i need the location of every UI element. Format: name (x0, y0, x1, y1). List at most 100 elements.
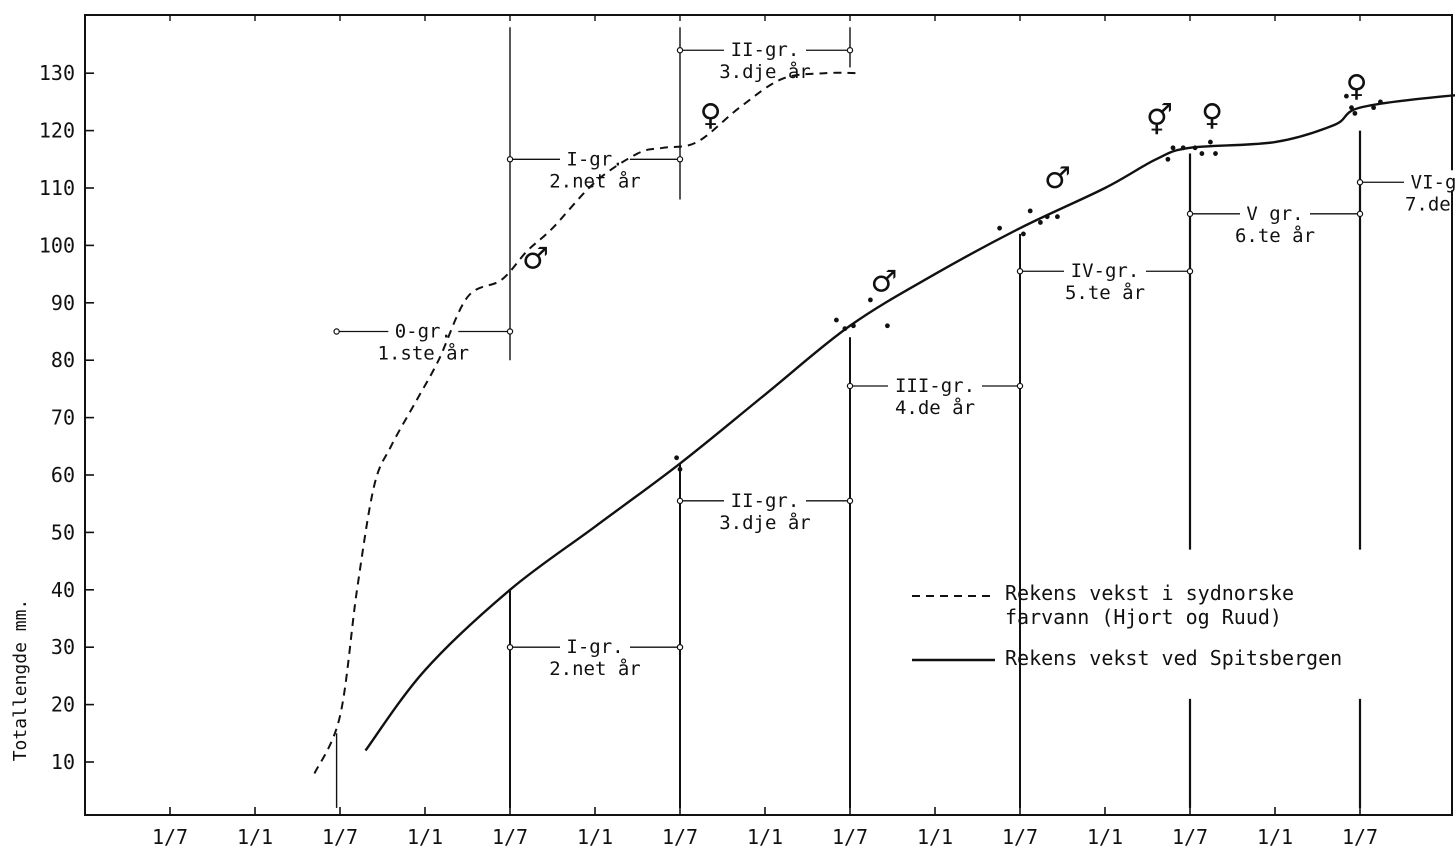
data-point (677, 466, 683, 472)
data-point (1352, 110, 1358, 116)
group-interval-end (1186, 210, 1194, 218)
data-point (1208, 139, 1213, 145)
sex-symbol: ♀ (700, 98, 722, 133)
data-point (1344, 93, 1349, 99)
sex-symbol: ♂ (871, 264, 898, 299)
y-tick-label: 30 (51, 635, 75, 659)
y-axis-label: Totallengde mm. (10, 599, 31, 762)
y-tick-label: 90 (51, 291, 75, 315)
group-age-label: 3.dje år (719, 60, 811, 83)
data-point (885, 323, 890, 329)
data-point (1165, 156, 1171, 162)
y-tick-label: 70 (51, 406, 75, 430)
data-point (1180, 145, 1186, 151)
x-tick-label: 1/1 (917, 825, 953, 849)
data-point (1055, 214, 1060, 220)
y-tick-label: 100 (39, 233, 75, 257)
south-norway-growth-line (313, 71, 859, 774)
spitsbergen-growth-line (364, 94, 1455, 752)
group-label-bg (1064, 259, 1146, 280)
sex-symbol: ♀ (1201, 98, 1223, 133)
group-interval-end (506, 328, 514, 335)
group-label: VI-gr. (1411, 171, 1455, 193)
x-tick-label: 1/1 (407, 825, 443, 849)
group-label: II-gr. (731, 490, 800, 512)
group-label: 0-gr. (395, 321, 452, 343)
group-interval-end (676, 156, 684, 163)
data-point (1027, 208, 1033, 214)
group-age-label: 6.te år (1235, 224, 1315, 247)
data-point (1199, 151, 1205, 156)
legend-label-south: farvann (Hjort og Ruud) (1005, 605, 1282, 629)
x-tick-label: 1/7 (152, 825, 188, 849)
sex-symbol: ♀ (1346, 69, 1368, 104)
group-interval-end (1016, 382, 1024, 390)
x-tick-label: 1/7 (662, 825, 698, 849)
group-age-label: 2.net år (549, 657, 641, 680)
data-point (997, 225, 1002, 231)
group-age-label: 5.te år (1065, 281, 1145, 304)
data-point (868, 297, 873, 303)
group-label-bg (560, 635, 630, 656)
group-label-bg (388, 319, 459, 340)
data-point (1378, 99, 1383, 105)
y-tick-label: 60 (51, 463, 75, 487)
legend-label-south: Rekens vekst i sydnorske (1005, 581, 1294, 605)
group-interval-end (1356, 210, 1364, 218)
data-point (1170, 145, 1176, 151)
data-point (1192, 145, 1198, 151)
group-label-bg (724, 38, 806, 59)
group-label-bg (1240, 201, 1310, 222)
group-interval-end (333, 328, 340, 335)
plot-frame (84, 14, 1453, 816)
group-age-label: 1.ste år (378, 342, 470, 365)
x-tick-label: 1/7 (1002, 825, 1038, 849)
group-interval-end (846, 382, 854, 390)
group-interval-end (846, 47, 854, 54)
x-tick-label: 1/1 (577, 825, 613, 849)
x-tick-label: 1/7 (322, 825, 358, 849)
data-point (1213, 151, 1218, 156)
group-interval-end (506, 156, 514, 163)
sex-symbol: ♂ (1044, 161, 1071, 196)
x-tick-label: 1/7 (492, 825, 528, 849)
group-label: III-gr. (895, 375, 975, 397)
group-label: I-gr. (566, 636, 623, 658)
group-interval-end (676, 644, 684, 651)
group-interval-end (1016, 268, 1024, 275)
group-interval-end (506, 644, 514, 651)
sex-symbol: ♂ (522, 241, 549, 276)
group-label: I-gr. (566, 148, 623, 170)
group-label-bg (888, 374, 982, 395)
x-tick-label: 1/1 (237, 825, 273, 849)
x-tick-label: 1/1 (1087, 825, 1123, 849)
data-point (1038, 220, 1043, 225)
group-age-label: 3.dje år (719, 511, 811, 534)
data-point (1044, 214, 1050, 220)
y-tick-label: 40 (51, 578, 75, 602)
group-label-bg (560, 147, 630, 168)
group-age-label: 2.net år (549, 169, 641, 192)
legend-label-spitsbergen: Rekens vekst ved Spitsbergen (1005, 646, 1342, 670)
y-tick-label: 120 (39, 119, 75, 143)
data-point (674, 455, 679, 461)
data-point (1371, 105, 1376, 111)
x-tick-label: 1/1 (747, 825, 783, 849)
group-label: II-gr. (731, 39, 800, 61)
group-interval-end (846, 497, 854, 505)
group-age-label: 4.de år (895, 396, 975, 419)
group-label-bg (1404, 170, 1455, 191)
group-label: V gr. (1246, 203, 1303, 225)
data-point (1349, 105, 1354, 111)
group-interval-end (676, 497, 684, 505)
y-tick-label: 50 (51, 520, 75, 544)
x-tick-label: 1/7 (1342, 825, 1378, 849)
x-tick-label: 1/7 (832, 825, 868, 849)
group-interval-end (1186, 268, 1194, 275)
x-tick-label: 1/1 (1257, 825, 1293, 849)
sex-symbol: ⚥ (1146, 103, 1173, 139)
y-tick-label: 130 (39, 61, 75, 85)
group-interval-end (676, 47, 684, 54)
y-tick-label: 10 (51, 750, 75, 774)
